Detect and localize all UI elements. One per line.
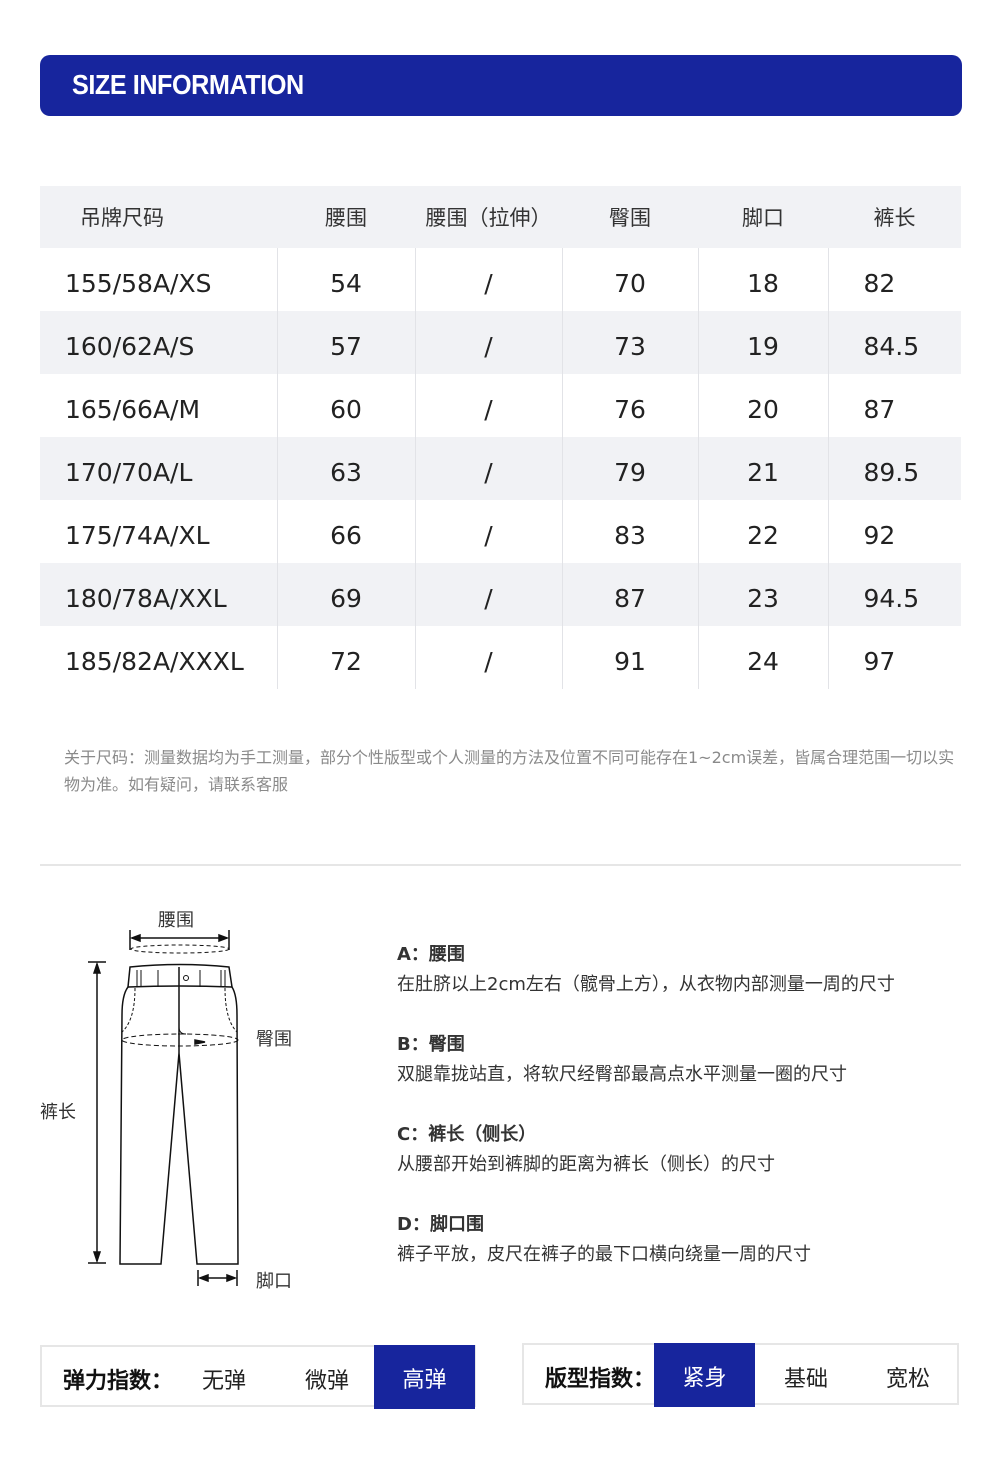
table-cell: 72 [276,626,415,689]
table-cell: 24 [697,626,828,689]
table-cell: / [414,500,562,563]
table-cell: / [414,248,562,311]
desc-title: D：脚口围 [397,1214,484,1235]
desc-text: 在肚脐以上2cm左右（髋骨上方），从衣物内部测量一周的尺寸 [397,974,895,995]
table-cell: 175/74A/XL [65,521,210,550]
col-header: 腰围 [277,186,415,248]
desc-title: B：臀围 [397,1034,465,1055]
desc-hip: B：臀围双腿靠拢站直，将软尺经臀部最高点水平测量一圈的尺寸 [397,1030,847,1086]
table-cell: 155/58A/XS [65,269,212,298]
size-table: 吊牌尺码 腰围 腰围（拉伸） 臀围 脚口 裤长 155/58A/XS 54/70 1… [40,186,961,689]
fit-index: 版型指数： 紧身 基础 宽松 [522,1343,959,1407]
table-cell: / [414,437,562,500]
table-cell: 70 [561,248,698,311]
waist-label: 腰围 [158,910,194,931]
table-cell: 91 [561,626,698,689]
table-row: 185/82A/XXXL 72/91 24 97 [40,626,961,689]
table-cell: 160/62A/S [40,311,277,374]
desc-length: C：裤长（侧长） 从腰部开始到裤脚的距离为裤长（侧长）的尺寸 [397,1120,775,1176]
table-cell: 57 [276,311,415,374]
col-header: 臀围 [562,186,698,248]
table-row: 180/78A/XXL 69/87 23 94.5 [40,563,961,626]
table-cell: 185/82A/XXXL [65,647,244,676]
col-header: 吊牌尺码 [40,186,277,248]
desc-hem: D：脚口围裤子平放，皮尺在裤子的最下口横向绕量一周的尺寸 [397,1210,811,1266]
table-cell: 73 [561,311,698,374]
length-label: 裤长 [40,1102,76,1123]
pants-diagram: 腰围 臀围 裤长 脚口 [40,890,360,1292]
table-cell: 87 [561,563,698,626]
table-header-row: 吊牌尺码 腰围 腰围（拉伸） 臀围 脚口 裤长 [40,186,961,248]
desc-title: A：腰围 [397,944,465,965]
hip-label: 臀围 [256,1029,292,1050]
table-cell: 63 [276,437,415,500]
elasticity-index: 弹力指数： 无弹 微弹 高弹 [40,1345,476,1409]
elasticity-option-high-selected: 高弹 [374,1345,475,1409]
table-cell: / [414,374,562,437]
pants-illustration [88,930,239,1286]
table-row: 175/74A/XL 66/83 22 92 [40,500,961,563]
desc-text: 裤子平放，皮尺在裤子的最下口横向绕量一周的尺寸 [397,1244,811,1265]
table-cell: / [414,563,562,626]
table-row: 155/58A/XS 54/70 18 82 [40,248,961,311]
divider [40,864,961,866]
table-cell: 94.5 [827,563,961,626]
table-cell: 87 [827,374,961,437]
desc-text: 从腰部开始到裤脚的距离为裤长（侧长）的尺寸 [397,1154,775,1175]
table-cell: 22 [697,500,828,563]
table-cell: 20 [697,374,828,437]
table-cell: 92 [827,500,961,563]
fit-option-slim-selected: 紧身 [654,1343,755,1407]
table-cell: 66 [276,500,415,563]
table-cell: 23 [697,563,828,626]
table-cell: / [414,311,562,374]
elasticity-option-none: 无弹 [201,1369,246,1394]
table-cell: 165/66A/M [65,395,201,424]
table-cell: 79 [561,437,698,500]
size-note: 关于尺码：测量数据均为手工测量，部分个性版型或个人测量的方法及位置不同可能存在1… [64,748,955,794]
elasticity-label: 弹力指数： [63,1369,174,1394]
banner-title: SIZE INFORMATION [72,69,304,100]
table-cell: 21 [697,437,828,500]
table-cell: 97 [827,626,961,689]
fit-option-regular: 基础 [783,1367,828,1392]
table-cell: 82 [827,248,961,311]
table-cell: 54 [276,248,415,311]
table-row: 165/66A/M 60/76 20 87 [40,374,961,437]
table-cell: 60 [276,374,415,437]
table-cell: 76 [561,374,698,437]
table-row: 170/70A/L 63/79 21 89.5 [40,437,961,500]
desc-waist: A：腰围在肚脐以上2cm左右（髋骨上方），从衣物内部测量一周的尺寸 [397,940,895,996]
elasticity-option-slight: 微弹 [304,1369,349,1394]
size-info-banner: SIZE INFORMATION [40,55,962,116]
col-header: 腰围（拉伸） [415,186,562,248]
table-cell: 170/70A/L [40,437,277,500]
table-cell: 89.5 [827,437,961,500]
col-header: 脚口 [698,186,828,248]
fit-option-loose: 宽松 [885,1367,930,1392]
hem-label: 脚口 [256,1271,292,1292]
table-cell: 84.5 [827,311,961,374]
table-cell: 83 [561,500,698,563]
option-label: 高弹 [402,1368,447,1393]
desc-text: 双腿靠拢站直，将软尺经臀部最高点水平测量一圈的尺寸 [397,1064,847,1085]
table-cell: 19 [697,311,828,374]
fit-label: 版型指数： [545,1367,656,1392]
table-cell: 180/78A/XXL [40,563,277,626]
desc-title: C：裤长（侧长） [397,1124,537,1145]
col-header: 裤长 [828,186,961,248]
table-cell: 69 [276,563,415,626]
option-label: 紧身 [682,1366,727,1391]
table-cell: / [414,626,562,689]
table-cell: 18 [697,248,828,311]
table-row: 160/62A/S 57/73 19 84.5 [40,311,961,374]
